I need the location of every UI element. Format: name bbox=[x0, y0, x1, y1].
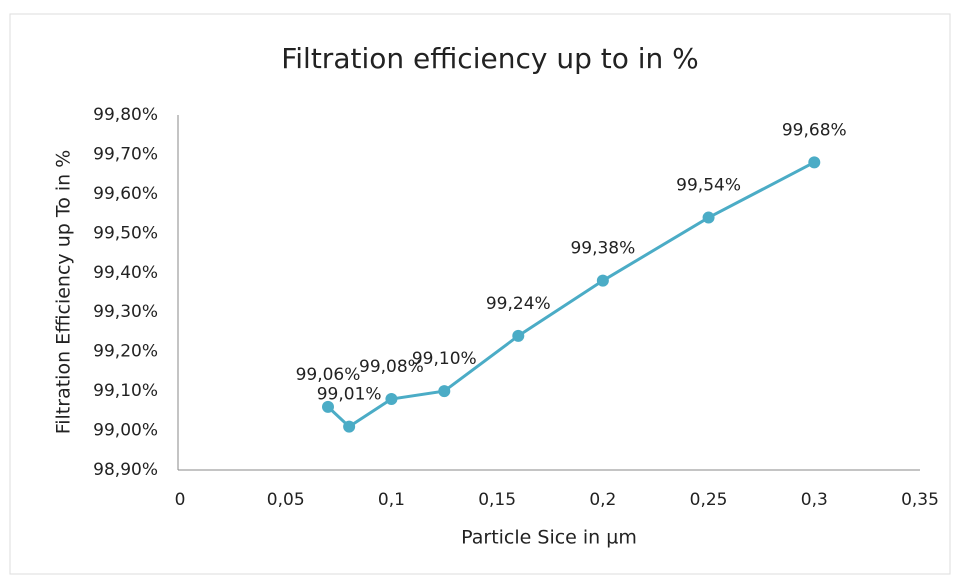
y-tick-label: 99,50% bbox=[93, 223, 158, 243]
y-tick-label: 98,90% bbox=[93, 460, 158, 480]
data-point bbox=[438, 385, 451, 398]
data-point bbox=[702, 211, 715, 224]
data-label: 99,10% bbox=[412, 349, 477, 369]
x-tick-label: 0,25 bbox=[690, 490, 728, 510]
chart-title: Filtration efficiency up to in % bbox=[281, 42, 699, 75]
x-tick-label: 0,3 bbox=[801, 490, 828, 510]
y-tick-label: 99,20% bbox=[93, 342, 158, 362]
data-label: 99,54% bbox=[676, 176, 741, 196]
y-tick-label: 99,10% bbox=[93, 381, 158, 401]
y-axis-label: Filtration Efficiency up To in % bbox=[53, 150, 75, 435]
x-tick-label: 0,35 bbox=[901, 490, 939, 510]
data-point bbox=[385, 393, 398, 405]
data-point bbox=[808, 156, 821, 169]
data-label: 99,68% bbox=[782, 120, 847, 140]
series-line bbox=[326, 161, 815, 429]
data-label: 99,06% bbox=[296, 365, 361, 385]
x-tick-label: 0,15 bbox=[478, 490, 516, 510]
data-label: 99,08% bbox=[359, 357, 424, 377]
data-label: 99,38% bbox=[570, 239, 635, 259]
data-label: 99,01% bbox=[317, 385, 382, 405]
x-tick-label: 0 bbox=[175, 490, 186, 510]
data-point bbox=[322, 400, 334, 413]
x-tick-label: 0,05 bbox=[267, 490, 305, 510]
data-point bbox=[343, 420, 356, 433]
y-tick-label: 99,40% bbox=[93, 263, 158, 283]
x-axis-label: Particle Sice in µm bbox=[461, 527, 637, 549]
x-tick-label: 0,2 bbox=[589, 490, 616, 510]
x-tick-label: 0,1 bbox=[378, 490, 405, 510]
y-tick-label: 99,30% bbox=[93, 302, 158, 322]
data-label: 99,24% bbox=[486, 294, 551, 314]
y-tick-label: 99,70% bbox=[93, 144, 158, 164]
y-tick-label: 99,00% bbox=[93, 421, 158, 441]
data-point bbox=[596, 274, 609, 287]
data-point bbox=[512, 329, 525, 342]
frame bbox=[9, 13, 951, 575]
y-tick-label: 99,80% bbox=[93, 105, 158, 125]
y-tick-label: 99,60% bbox=[93, 184, 158, 204]
